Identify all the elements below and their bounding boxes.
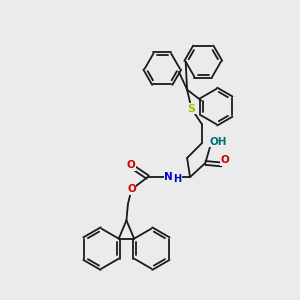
Text: OH: OH: [210, 137, 227, 147]
Text: O: O: [221, 155, 230, 165]
Text: N: N: [164, 172, 173, 182]
Text: O: O: [127, 160, 135, 170]
Text: H: H: [174, 174, 182, 184]
Text: S: S: [188, 104, 196, 114]
Text: O: O: [127, 184, 136, 194]
